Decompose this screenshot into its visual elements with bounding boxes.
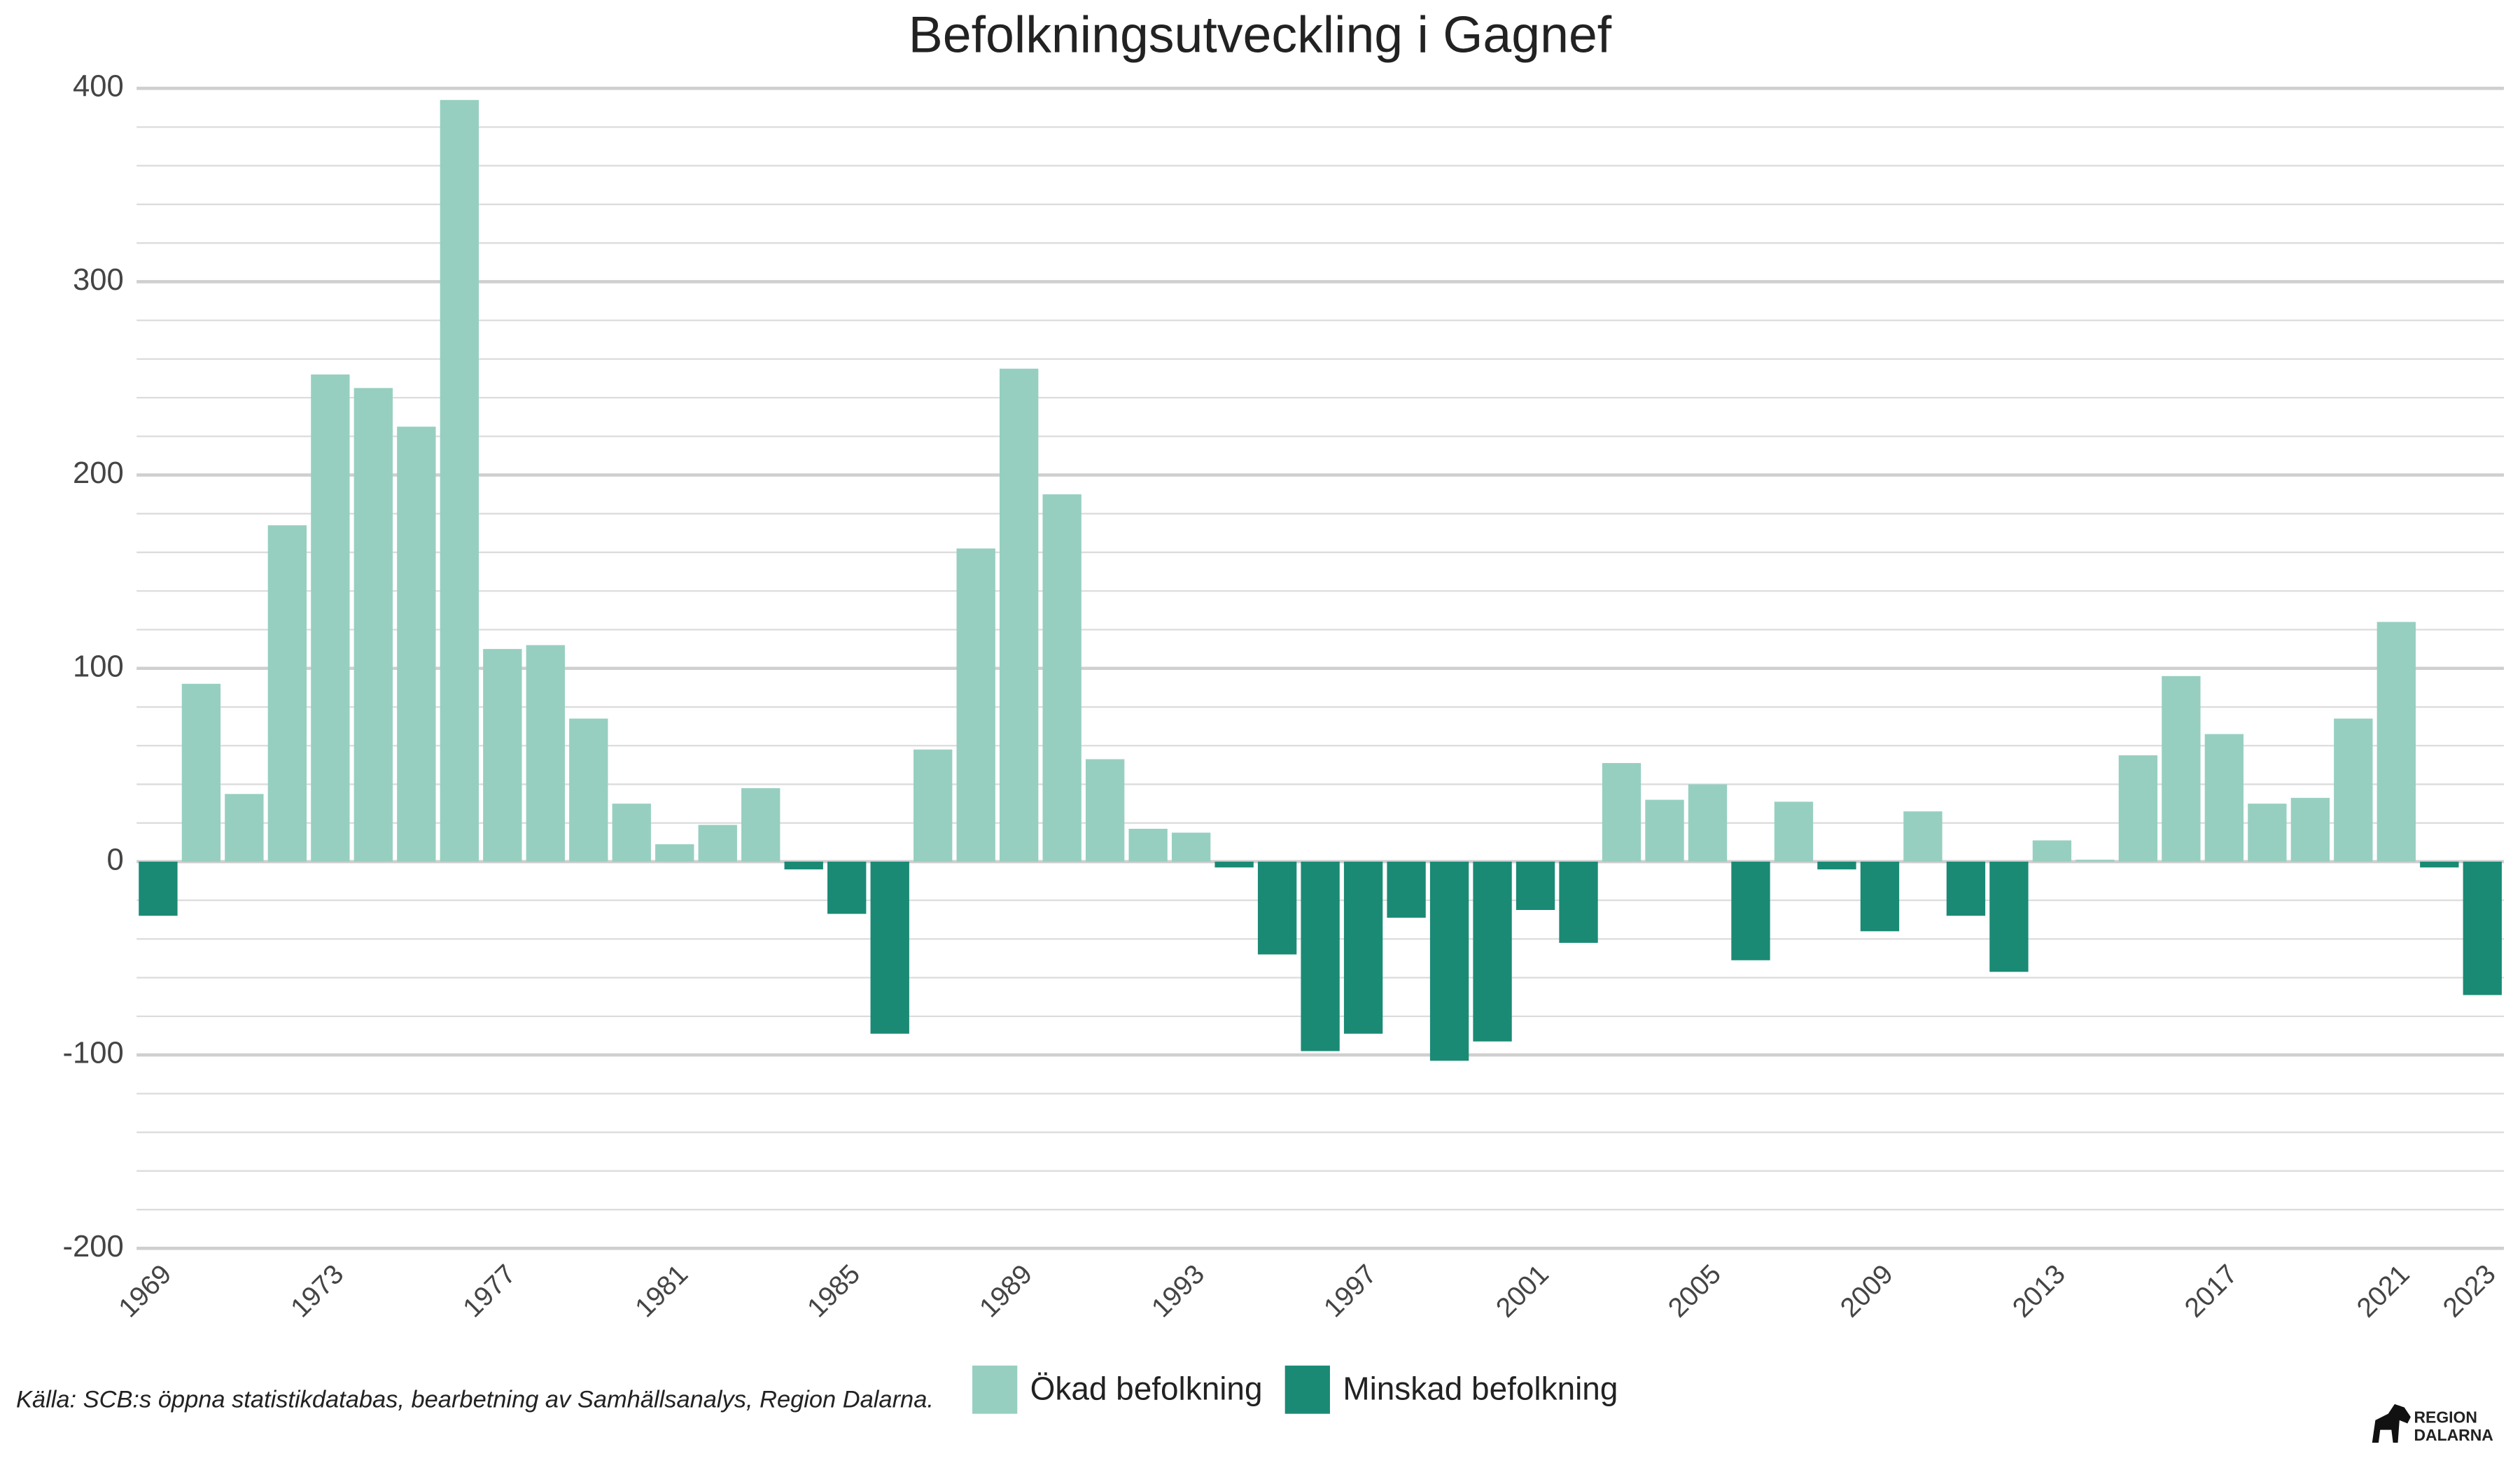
bar: [139, 861, 178, 916]
y-tick-label: 0: [107, 843, 124, 876]
bar: [397, 426, 436, 862]
bar: [2076, 860, 2115, 862]
bar: [2463, 861, 2502, 995]
bar: [1946, 861, 1986, 916]
x-tick-label: 1969: [113, 1259, 178, 1324]
bar: [1731, 861, 1770, 960]
y-tick-label: -200: [62, 1230, 123, 1264]
bar: [1817, 861, 1856, 869]
x-tick-label: 2005: [1662, 1259, 1727, 1324]
bar: [870, 861, 909, 1034]
bar: [1645, 799, 1684, 862]
chart-title: Befolkningsutveckling i Gagnef: [909, 6, 1612, 63]
legend-swatch: [1284, 1365, 1330, 1414]
bar: [1128, 828, 1168, 862]
bar: [483, 649, 522, 862]
bar: [827, 861, 867, 914]
x-tick-label: 1981: [629, 1259, 694, 1324]
x-tick-label: 1989: [974, 1259, 1038, 1324]
bar: [1903, 811, 1942, 862]
logo-icon: [2372, 1404, 2411, 1443]
x-tick-label: 1985: [802, 1259, 866, 1324]
bar: [1257, 861, 1297, 955]
bar: [1989, 861, 2029, 972]
bar: [2032, 840, 2072, 862]
legend-swatch: [972, 1365, 1018, 1414]
logo-text: DALARNA: [2414, 1426, 2493, 1444]
bar: [1473, 861, 1512, 1042]
source-note: Källa: SCB:s öppna statistikdatabas, bea…: [16, 1386, 934, 1413]
bar: [741, 788, 780, 862]
y-tick-label: 100: [73, 650, 124, 683]
bar: [1085, 759, 1125, 862]
x-tick-label: 2023: [2437, 1259, 2502, 1324]
x-tick-label: 2017: [2179, 1259, 2244, 1324]
bar: [1214, 861, 1254, 868]
logo-text: REGION: [2414, 1408, 2477, 1427]
bar: [2248, 804, 2287, 862]
y-tick-label: 200: [73, 456, 124, 490]
bar: [1860, 861, 1900, 932]
bar: [569, 718, 608, 862]
bar: [612, 804, 651, 862]
x-tick-label: 1997: [1318, 1259, 1382, 1324]
bar: [956, 548, 995, 862]
y-tick-label: 300: [73, 263, 124, 297]
bar: [267, 525, 307, 862]
bar: [2118, 755, 2158, 862]
bar: [440, 99, 479, 862]
legend-label: Ökad befolkning: [1030, 1371, 1263, 1407]
bar: [2334, 718, 2373, 862]
legend-label: Minskad befolkning: [1343, 1371, 1618, 1407]
bar: [2420, 861, 2459, 868]
bar: [1343, 861, 1383, 1034]
bar: [311, 374, 350, 862]
bar: [1000, 368, 1039, 862]
bar: [2204, 734, 2244, 862]
x-tick-label: 2001: [1490, 1259, 1555, 1324]
bar: [2376, 622, 2416, 862]
bar: [1516, 861, 1555, 910]
bar: [913, 749, 953, 862]
bar: [2290, 797, 2330, 862]
bar: [655, 844, 694, 862]
bar: [354, 388, 393, 862]
x-tick-label: 1973: [285, 1259, 349, 1324]
bar: [526, 645, 565, 862]
bar: [1301, 861, 1340, 1051]
bar: [1602, 763, 1642, 862]
bar: [1042, 494, 1082, 862]
x-tick-label: 2013: [2007, 1259, 2071, 1324]
bar: [2162, 676, 2201, 862]
x-tick-label: 2021: [2351, 1259, 2416, 1324]
bar: [784, 861, 823, 869]
bar: [225, 794, 264, 862]
x-tick-label: 2009: [1835, 1259, 1899, 1324]
bar: [1774, 802, 1814, 862]
bar: [1559, 861, 1598, 943]
y-tick-label: 400: [73, 70, 124, 104]
y-tick-label: -100: [62, 1037, 123, 1070]
bar: [181, 683, 221, 862]
bar: [1387, 861, 1426, 918]
bar: [1171, 832, 1211, 862]
bar: [1429, 861, 1469, 1061]
bar: [698, 825, 737, 862]
x-tick-label: 1993: [1146, 1259, 1210, 1324]
x-tick-label: 1977: [457, 1259, 522, 1324]
bar: [1688, 784, 1728, 862]
